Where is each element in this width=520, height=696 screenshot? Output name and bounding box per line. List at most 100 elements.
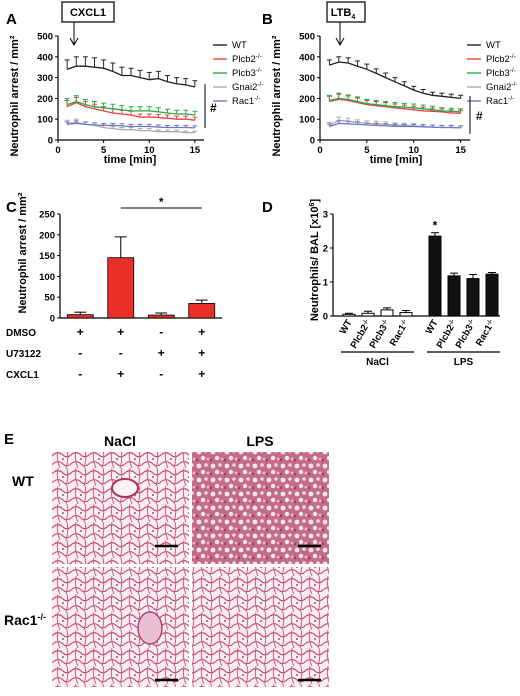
bar-chart-c: 0 50 100 150 200 250 * [39, 195, 222, 325]
panel-letter-a: A [6, 11, 17, 28]
y-axis-title-d: Neutrophils/ BAL [x106] [309, 199, 321, 322]
panel-d: D Neutrophils/ BAL [x106] 0123WTPlcb2-/-… [262, 199, 500, 368]
group-label: NaCl [366, 357, 389, 368]
legend-entry-wt: WT [486, 40, 501, 51]
condition-sign: + [198, 367, 205, 381]
y-tick-label: 100 [37, 115, 53, 126]
x-tick-label: 5 [364, 145, 370, 156]
y-tick-label: 250 [39, 210, 55, 221]
y-tick-label: 200 [299, 94, 315, 105]
x-tick-label: 15 [190, 145, 201, 156]
bar [380, 309, 394, 317]
bar [399, 312, 413, 317]
bar [447, 275, 461, 317]
x-axis-title-a: time [min] [104, 154, 157, 166]
column-label-lps: LPS [246, 433, 273, 449]
condition-sign: - [159, 367, 163, 381]
bar [66, 314, 94, 319]
y-tick-label: 400 [37, 52, 53, 63]
panel-letter-b: B [262, 11, 273, 28]
category-label: WT [424, 318, 441, 336]
condition-sign: + [198, 325, 205, 339]
y-tick-label: 0 [323, 312, 328, 323]
bar [107, 257, 135, 319]
legend-entry-plcb3: Plcb3-/- [486, 67, 516, 79]
x-tick-label: 10 [144, 145, 155, 156]
y-tick-label: 2 [323, 244, 328, 255]
line-chart-b: 0 100 200 300 400 500 0 5 10 15 [299, 32, 470, 156]
panel-e: E NaCl LPS WT Rac1-/- [4, 431, 329, 687]
row-label-rac1: Rac1-/- [4, 612, 46, 628]
x-tick-label: 15 [455, 145, 466, 156]
condition-label: U73122 [6, 349, 41, 360]
y-tick-label: 0 [310, 136, 315, 147]
y-tick-label: 3 [323, 210, 328, 221]
stimulus-box [326, 1, 366, 23]
panel-letter-e: E [4, 431, 14, 448]
line-chart-a: 0 100 200 300 400 500 0 5 10 15 [37, 32, 204, 156]
series-line-rac1 [329, 122, 461, 129]
x-tick-label: 5 [101, 145, 107, 156]
series-line-wt [329, 61, 461, 100]
legend-b: WT Plcb2-/- Plcb3-/- Gnai2-/- Rac1-/- [467, 40, 518, 107]
x-axis-title-b: time [min] [370, 154, 423, 166]
series-line-plcb3 [66, 100, 195, 116]
y-axis-title-b: Neutrophil arrest / mm² [271, 35, 283, 156]
condition-sign: + [158, 346, 165, 360]
bar [361, 312, 375, 317]
condition-sign: - [78, 367, 82, 381]
y-tick-label: 50 [44, 293, 55, 304]
y-tick-label: 0 [50, 314, 55, 325]
condition-sign: + [77, 325, 84, 339]
bar [428, 235, 442, 317]
significance-b: # [476, 109, 483, 123]
legend-entry-gnai2: Gnai2-/- [486, 81, 518, 93]
y-tick-label: 200 [39, 230, 55, 241]
bar [188, 303, 216, 319]
y-tick-label: 1 [323, 278, 329, 289]
condition-sign: - [119, 346, 123, 360]
stimulus-label-a: CXCL1 [70, 7, 106, 19]
legend-entry-plcb3: Plcb3-/- [232, 67, 262, 79]
x-tick-label: 0 [317, 145, 322, 156]
y-tick-label: 200 [37, 94, 53, 105]
panel-letter-d: D [262, 199, 273, 216]
legend-a: WT Plcb2-/- Plcb3-/- Gnai2-/- Rac1-/- [213, 40, 264, 107]
x-tick-label: 10 [408, 145, 419, 156]
y-tick-label: 150 [39, 251, 55, 262]
micrograph-wt-lps [192, 452, 329, 564]
bar-chart-d: 0123WTPlcb2-/-Plcb3-/-Rac1-/-NaClWTPlcb2… [323, 210, 500, 368]
significance-a: # [210, 101, 217, 115]
condition-sign: + [117, 325, 124, 339]
column-label-nacl: NaCl [104, 433, 136, 449]
y-tick-label: 0 [48, 136, 53, 147]
y-tick-label: 500 [37, 32, 53, 43]
category-label: Rac1-/- [388, 318, 412, 348]
x-tick-label: 0 [55, 145, 60, 156]
condition-label: CXCL1 [6, 370, 39, 381]
micrograph-rac1-nacl [52, 567, 189, 687]
condition-sign: - [78, 346, 82, 360]
y-tick-label: 100 [299, 115, 315, 126]
condition-label: DMSO [6, 328, 36, 339]
condition-sign: - [159, 325, 163, 339]
group-label: LPS [454, 357, 474, 368]
bar [466, 278, 480, 317]
category-label: Plcb3-/- [368, 318, 393, 350]
legend-entry-plcb2: Plcb2-/- [232, 53, 262, 65]
legend-entry-gnai2: Gnai2-/- [232, 81, 264, 93]
significance-d: * [433, 219, 438, 233]
panel-c: C Neutrophil arrest / mm² 0 50 100 150 200 25… [6, 192, 222, 381]
significance-c: * [159, 195, 164, 209]
y-axis-title-c: Neutrophil arrest / mm² [17, 192, 29, 313]
legend-entry-wt: WT [232, 40, 247, 51]
y-tick-label: 300 [37, 73, 53, 84]
legend-entry-plcb2: Plcb2-/- [486, 53, 516, 65]
stimulus-label-b: LTB4 [331, 7, 356, 21]
bar [485, 273, 499, 317]
y-tick-label: 100 [39, 272, 55, 283]
category-label: Rac1-/- [474, 318, 498, 348]
bar [147, 314, 175, 319]
y-tick-label: 400 [299, 52, 315, 63]
category-label: Plcb3-/- [454, 318, 479, 350]
